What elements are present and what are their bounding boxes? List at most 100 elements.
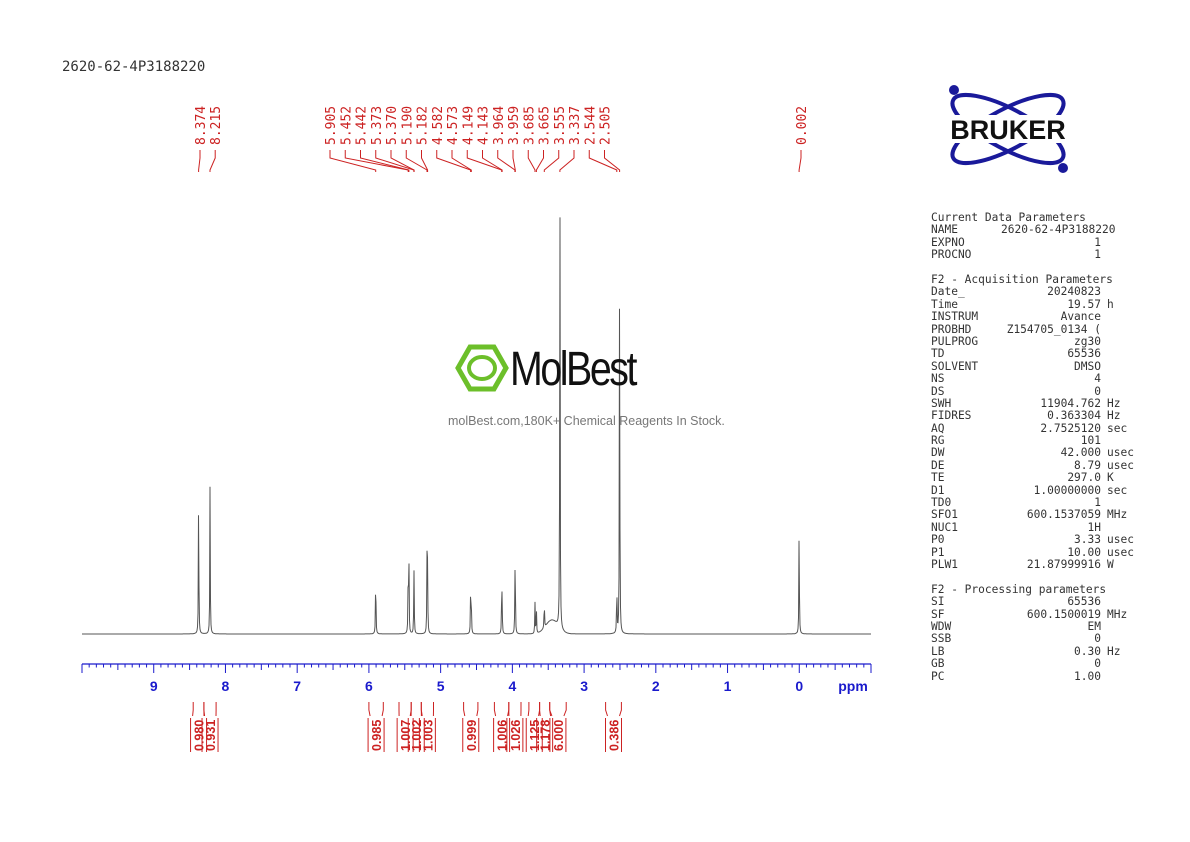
integral-value: 1.006 [496, 720, 510, 751]
param-row-de: DE 8.79 usec [931, 458, 1141, 472]
integral-bracket [605, 702, 622, 717]
param-row-sf: SF 600.1500019 MHz [931, 607, 1141, 621]
param-value: 1H [1087, 520, 1101, 534]
current-params-heading: Current Data Parameters [931, 211, 1086, 224]
spectrum-layer [82, 217, 871, 635]
param-row-aq: AQ 2.7525120 sec [931, 421, 1141, 435]
param-value: 297.0 [1067, 471, 1101, 485]
peak-leader-line [360, 150, 410, 172]
x-tick-label: 3 [580, 678, 588, 694]
param-value: 65536 [1067, 347, 1101, 361]
peak-label: 5.182 [416, 106, 431, 145]
logo-text: BRUKER [950, 115, 1066, 145]
peak-label: 4.573 [446, 106, 461, 145]
param-key: SI [931, 595, 945, 609]
peak-label: 5.190 [400, 106, 415, 145]
integral-bracket [409, 702, 423, 717]
param-row-sfo1: SFO1 600.1537059 MHz [931, 508, 1141, 521]
peak-label: 2.544 [583, 106, 598, 145]
nmr-spectrum-chart: 8.374 8.215 5.905 5.452 5.442 5.373 5.370 5.190… [81, 106, 872, 752]
param-row-dw: DW 42.000 usec [931, 447, 1141, 460]
peak-label: 5.452 [339, 106, 354, 145]
integral-value: 0.985 [370, 720, 384, 751]
bruker-logo: BRUKER [924, 85, 1091, 173]
integral-bracket [368, 702, 384, 717]
x-axis-label: ppm [838, 678, 868, 694]
param-key: D1 [931, 483, 945, 497]
param-key: PC [931, 669, 945, 683]
param-value: Avance [1060, 310, 1101, 324]
integral-value: 1.002 [410, 720, 424, 751]
param-key: PROBHD [931, 322, 972, 336]
peak-leader-line [451, 150, 472, 172]
peak-label: 3.964 [492, 106, 507, 145]
peak-leader-line [535, 150, 544, 172]
param-key: AQ [931, 421, 945, 435]
integral-value: 0.931 [204, 720, 218, 751]
integral-bracket [203, 702, 217, 717]
peak-label-layer: 8.374 8.215 5.905 5.452 5.442 5.373 5.370 5.190… [194, 106, 810, 172]
param-row-plw1: PLW1 21.87999916 W [931, 557, 1141, 571]
peak-leader-line [344, 150, 409, 172]
peak-label: 8.374 [194, 106, 209, 145]
x-tick-label: 0 [795, 678, 803, 694]
integral-value: 1.007 [399, 720, 413, 751]
param-row-nuc1: NUC1 1H [931, 520, 1141, 534]
param-unit: h [1107, 297, 1114, 311]
peak-label: 5.373 [370, 106, 385, 145]
param-row-td: TD 65536 [931, 347, 1141, 361]
peak-leader-line [198, 150, 201, 172]
acquisition-params-list: Date_ 20240823 Time 19.57 h INSTRUM Avance PROB… [931, 285, 1141, 571]
peak-label: 4.149 [461, 106, 476, 145]
peak-leader-line [390, 150, 415, 172]
param-value: DMSO [1074, 359, 1101, 373]
integral-value: 1.026 [509, 720, 523, 751]
param-row-p1: P1 10.00 usec [931, 546, 1141, 559]
param-key: RG [931, 434, 945, 448]
param-row-ns: NS 4 [931, 372, 1141, 386]
peak-label: 3.685 [522, 106, 537, 145]
param-row-rg: RG 101 [931, 434, 1141, 448]
peak-leader-line [559, 150, 575, 172]
peak-leader-line [512, 150, 516, 172]
x-tick-label: 5 [437, 678, 445, 694]
sample-title: 2620-62-4P3188220 [62, 59, 206, 75]
param-unit: W [1107, 557, 1114, 571]
param-row-name: NAME 2620-62-4P3188220 [931, 223, 1141, 237]
param-row-ssb: SSB 0 [931, 632, 1141, 645]
param-value: EM [1087, 619, 1101, 633]
param-row-td0: TD0 1 [931, 496, 1141, 509]
param-unit: usec [1107, 458, 1134, 472]
peak-label: 4.582 [431, 106, 446, 145]
param-key: INSTRUM [931, 310, 979, 324]
param-value: 1.00 [1074, 669, 1101, 683]
param-value: 20240823 [1047, 285, 1101, 299]
integral-bracket [508, 702, 522, 717]
peak-label: 3.959 [507, 106, 522, 145]
current-params-list: NAME 2620-62-4P3188220 EXPNO 1 PROCNO 1 [931, 223, 1141, 261]
peak-label: 8.215 [209, 106, 224, 145]
param-key: SF [931, 607, 945, 621]
integral-bracket [549, 702, 567, 717]
param-key: SOLVENT [931, 359, 979, 373]
param-row-pulprog: PULPROG zg30 [931, 334, 1141, 348]
param-value: zg30 [1074, 334, 1101, 348]
peak-label: 5.370 [385, 106, 400, 145]
param-value: 19.57 [1067, 297, 1101, 311]
param-value: 600.1500019 [1026, 607, 1101, 621]
param-unit: sec [1107, 421, 1128, 435]
peak-leader-line [436, 150, 472, 172]
x-tick-label: 7 [293, 678, 301, 694]
param-value: 2620-62-4P3188220 [1001, 223, 1116, 237]
peak-leader-line [466, 150, 503, 172]
acquisition-params-heading: F2 - Acquisition Parameters [931, 272, 1113, 286]
param-unit: MHz [1107, 607, 1128, 621]
peak-leader-line [798, 150, 802, 172]
param-key: DS [931, 384, 945, 398]
param-key: NAME [931, 223, 958, 237]
param-key: SWH [931, 396, 952, 410]
param-key: Date_ [931, 285, 965, 299]
processing-params-heading: F2 - Processing parameters [931, 582, 1107, 596]
param-key: NS [931, 372, 945, 386]
